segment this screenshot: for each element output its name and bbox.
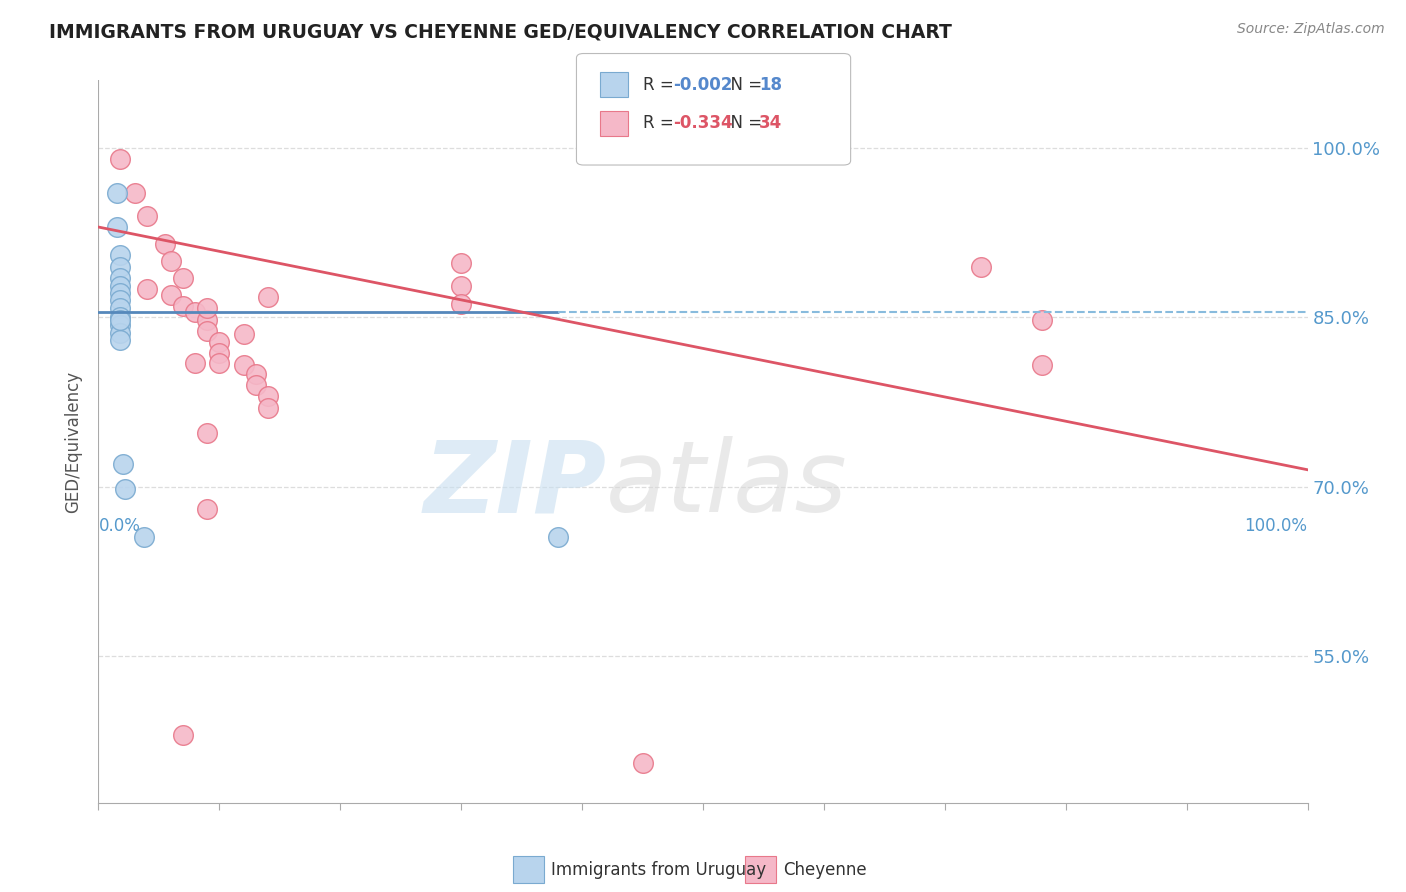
Point	[124, 186, 146, 201]
Text: atlas: atlas	[606, 436, 848, 533]
Text: 18: 18	[759, 76, 782, 94]
Point	[195, 301, 218, 316]
Point	[160, 287, 183, 301]
Point	[195, 502, 218, 516]
Point	[245, 367, 267, 381]
Point	[108, 310, 131, 325]
Point	[245, 378, 267, 392]
Point	[108, 248, 131, 262]
Text: Immigrants from Uruguay: Immigrants from Uruguay	[551, 861, 766, 879]
Point	[195, 312, 218, 326]
Point	[153, 237, 176, 252]
Point	[208, 355, 231, 369]
Point	[208, 335, 231, 350]
Text: R =: R =	[643, 114, 679, 132]
Point	[547, 531, 569, 545]
Point	[105, 186, 128, 201]
Point	[256, 401, 278, 415]
Text: 0.0%: 0.0%	[98, 517, 141, 535]
Point	[631, 756, 654, 771]
Text: IMMIGRANTS FROM URUGUAY VS CHEYENNE GED/EQUIVALENCY CORRELATION CHART: IMMIGRANTS FROM URUGUAY VS CHEYENNE GED/…	[49, 22, 952, 41]
Point	[114, 482, 136, 496]
Text: ZIP: ZIP	[423, 436, 606, 533]
Point	[184, 304, 207, 318]
Point	[232, 327, 254, 342]
Point	[135, 282, 157, 296]
Point	[105, 220, 128, 235]
Point	[135, 209, 157, 223]
Point	[108, 278, 131, 293]
Point	[256, 389, 278, 403]
Point	[172, 728, 194, 742]
Point	[108, 153, 131, 167]
Point	[134, 531, 156, 545]
Point	[195, 324, 218, 338]
Text: Cheyenne: Cheyenne	[783, 861, 866, 879]
Text: N =: N =	[720, 76, 768, 94]
Text: 100.0%: 100.0%	[1244, 517, 1308, 535]
Point	[256, 290, 278, 304]
Point	[450, 297, 472, 311]
Point	[108, 293, 131, 308]
Text: -0.334: -0.334	[673, 114, 733, 132]
Text: Source: ZipAtlas.com: Source: ZipAtlas.com	[1237, 22, 1385, 37]
Point	[970, 260, 993, 274]
Point	[108, 301, 131, 316]
Point	[108, 333, 131, 347]
Text: R =: R =	[643, 76, 679, 94]
Point	[108, 270, 131, 285]
Text: 34: 34	[759, 114, 783, 132]
Text: N =: N =	[720, 114, 768, 132]
Point	[450, 278, 472, 293]
Point	[172, 299, 194, 313]
Point	[184, 355, 207, 369]
Point	[1031, 358, 1053, 372]
Y-axis label: GED/Equivalency: GED/Equivalency	[65, 370, 83, 513]
Point	[172, 270, 194, 285]
Point	[108, 260, 131, 274]
Point	[108, 312, 131, 326]
Point	[111, 457, 134, 471]
Point	[108, 326, 131, 341]
Point	[208, 346, 231, 360]
Point	[160, 253, 183, 268]
Point	[1031, 312, 1053, 326]
Point	[195, 425, 218, 440]
Point	[108, 318, 131, 333]
Point	[232, 358, 254, 372]
Text: -0.002: -0.002	[673, 76, 733, 94]
Point	[450, 256, 472, 270]
Point	[108, 285, 131, 300]
